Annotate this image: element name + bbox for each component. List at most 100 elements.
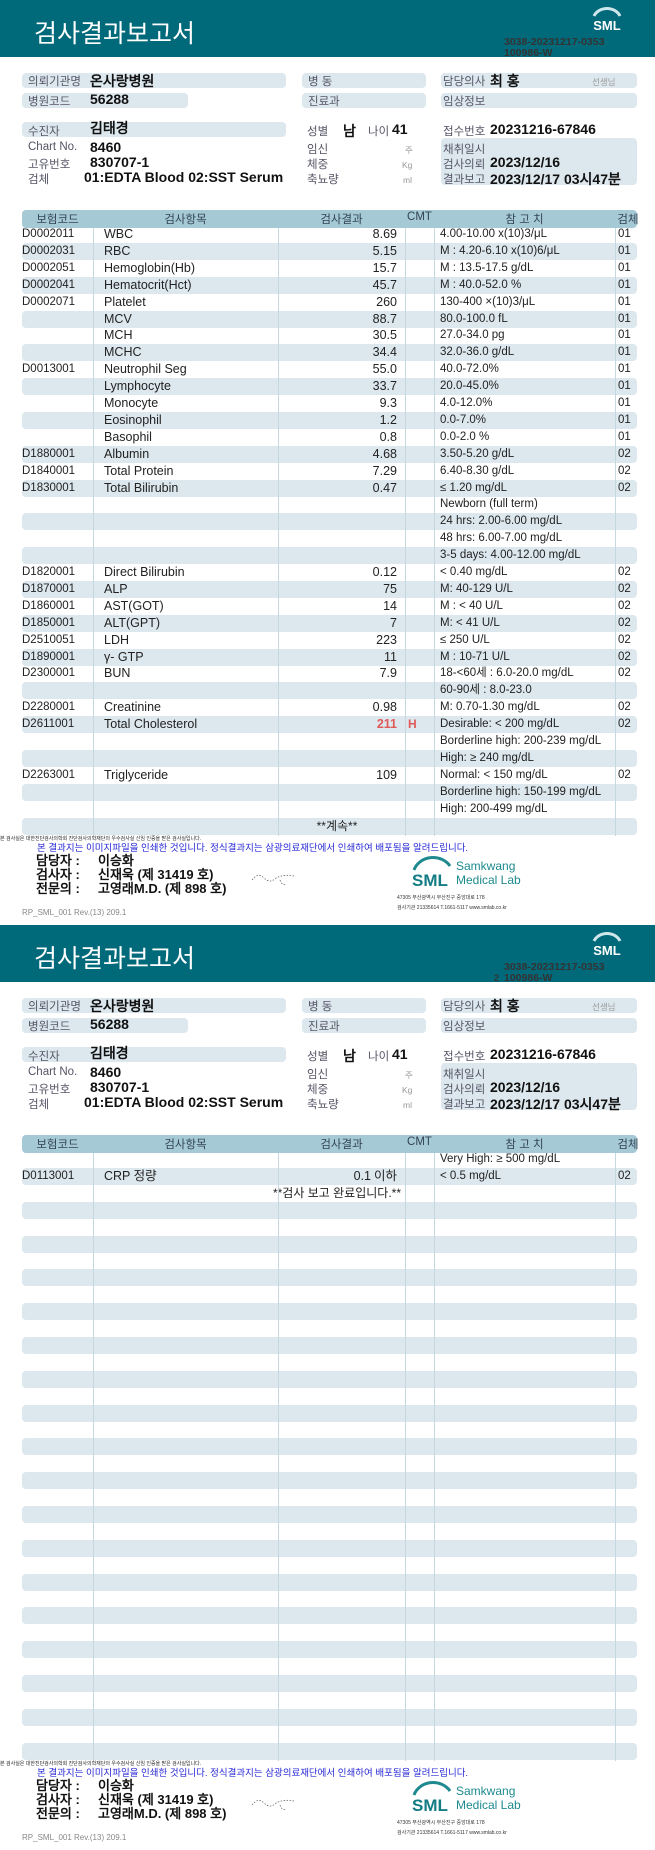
table-row: D1830001 Total Bilirubin 0.47 ≤ 1.20 mg/dL 0… [22,479,637,497]
result-value: 7 [390,615,397,630]
page-number: 2 [494,973,500,983]
column-divider [405,1153,406,1762]
test-result: 88.7 [373,311,397,328]
column-divider [615,1153,616,1762]
weight-unit: Kg [402,1085,413,1095]
result-value: 45.7 [372,277,397,292]
info-box [441,93,637,108]
result-value: 75 [383,581,397,596]
info-box [22,1047,286,1062]
id-label: 고유번호 [28,1084,71,1096]
id-value: 830707-1 [90,1079,150,1095]
urine-label: 축뇨량 [307,174,339,186]
test-result: 15.7 [373,260,397,277]
insurance-code: D0002051 [22,261,76,274]
specimen-code: 01 [618,329,631,342]
table-row [22,1303,637,1321]
report-title: 검사결과보고서 [34,945,196,973]
test-name: BUN [104,666,131,681]
specimen-code: 02 [618,1169,631,1182]
result-value: 34.4 [372,345,397,360]
reference-range: 48 hrs: 6.00-7.00 mg/dL [440,532,563,545]
test-name: γ- GTP [104,649,144,664]
reference-range: M : 10-71 U/L [440,650,510,663]
weight-label: 체중 [307,159,329,171]
test-name: Triglyceride [104,767,169,782]
reference-range: 32.0-36.0 g/dL [440,346,515,359]
reference-range: 0.0-7.0% [440,413,487,426]
clinical-label: 임상정보 [443,96,486,108]
lab-contact: 검사기관 21335614 T.1661-5117 www.smlab.co.k… [397,1830,507,1836]
age-value: 41 [392,121,408,137]
manager-name: 이승화 [98,1778,134,1793]
specimen-code: 01 [618,312,631,325]
reference-range: M: 0.70-1.30 mg/dL [440,701,540,714]
sex-value: 남 [343,123,356,139]
hospcode-label: 병원코드 [28,1021,71,1033]
specimen-code: 01 [618,363,631,376]
info-box [302,1018,426,1033]
table-row [22,1201,637,1219]
result-suffix: 이하 [373,1168,397,1183]
table-row [22,1692,637,1709]
specimen-code: 01 [618,278,631,291]
sml-footer-logo: SML [406,1781,456,1819]
test-result: 109 [376,767,397,784]
table-row: D2611001 Total Cholesterol 211 H Desirable: … [22,716,637,734]
specimen-value: 01:EDTA Blood 02:SST Serum [84,169,284,185]
specimen-code: 01 [618,413,631,426]
table-row [22,1320,637,1337]
reference-range: < 0.40 mg/dL [440,566,508,578]
test-name: LDH [104,632,130,647]
insurance-code: D1890001 [22,650,76,663]
client-label: 의뢰기관명 [28,1001,81,1013]
form-code: RP_SML_001 Rev.(13) 209.1 [22,908,127,917]
client-label: 의뢰기관명 [28,76,81,88]
column-divider [278,1153,279,1762]
result-value: 7.29 [372,463,397,478]
test-name: ALT(GPT) [104,615,161,630]
insurance-code: D2263001 [22,768,76,781]
doctor-value: 최 홍 [490,998,520,1014]
table-row: Basophil 0.8 0.0-2.0 % 01 [22,429,637,446]
receipt-value: 20231216-67846 [490,121,596,137]
signature-image [250,1795,296,1813]
column-header-ref: 참 고 치 [505,1139,544,1151]
specimen-code: 02 [618,650,631,663]
test-name: CRP 정량 [104,1168,157,1183]
table-row: D1890001 γ- GTP 11 M : 10-71 U/L 02 [22,648,637,666]
reference-range: M: < 41 U/L [440,616,500,629]
insurance-code: D0002041 [22,278,76,291]
insurance-code: D1840001 [22,464,76,477]
chart-label: Chart No. [28,141,78,153]
test-result: 30.5 [373,327,397,344]
table-row [22,1404,637,1422]
table-row: D1820001 Direct Bilirubin 0.12 < 0.40 mg/dL… [22,564,637,581]
table-row: Borderline high: 150-199 mg/dL [22,783,637,801]
insurance-code: D2280001 [22,701,76,714]
test-name: Basophil [104,429,152,444]
specimen-code: 02 [618,718,631,731]
specimen-code: 01 [618,295,631,308]
test-name: Direct Bilirubin [104,565,185,579]
doctor-label: 담당의사 [443,76,486,88]
insurance-code: D0013001 [22,363,76,376]
test-result: 0.98 [373,699,397,716]
table-row: D0002031 RBC 5.15 M : 4.20-6.10 x(10)6/μL 01 [22,242,637,260]
column-header-result: 검사결과 [320,1139,363,1151]
specimen-code: 02 [618,701,631,714]
reference-range: Borderline high: 150-199 mg/dL [440,785,602,798]
result-value: 223 [376,632,397,647]
doc-number-suffix: 100986-W [504,972,553,984]
doctor-suffix: 선생님 [592,1002,616,1012]
request-value: 2023/12/16 [490,1079,561,1095]
table-row: D0002011 WBC 8.69 4.00-10.00 x(10)3/μL 01 [22,226,637,243]
insurance-code: D0113001 [22,1169,75,1182]
test-name: Hemoglobin(Hb) [104,260,196,275]
info-box [441,998,637,1013]
column-header-code: 보험코드 [36,1139,79,1151]
id-label: 고유번호 [28,159,71,171]
table-row: MCH 30.5 27.0-34.0 pg 01 [22,327,637,344]
result-value: 1.2 [379,412,397,427]
